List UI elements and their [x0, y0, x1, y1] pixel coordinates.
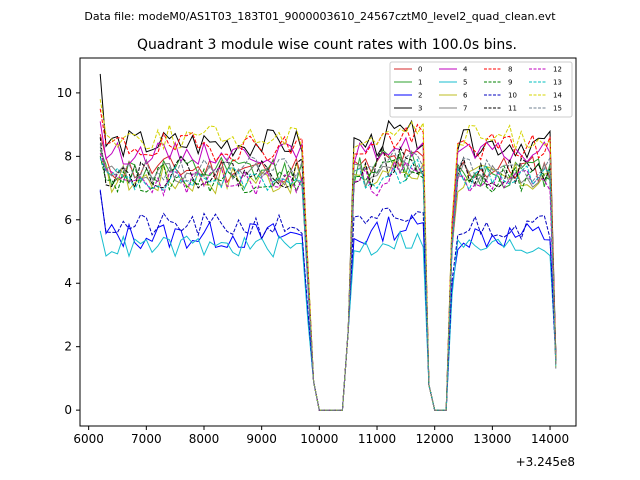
x-tick-label: 8000 — [189, 432, 220, 446]
legend-box — [389, 61, 573, 118]
series-layer — [99, 73, 557, 411]
y-tick-label: 10 — [57, 86, 72, 100]
y-axis: 0 2 4 6 8 10 — [57, 86, 80, 417]
x-tick-label: 14000 — [531, 432, 569, 446]
legend-label: 10 — [508, 92, 517, 100]
chart-title: Quadrant 3 module wise count rates with … — [137, 37, 517, 53]
legend-label: 3 — [418, 105, 422, 113]
x-offset-label: +3.245e8 — [516, 455, 575, 469]
legend-label: 4 — [463, 66, 468, 74]
legend-label: 5 — [463, 79, 467, 87]
x-tick-label: 12000 — [416, 432, 454, 446]
y-tick-label: 6 — [64, 213, 72, 227]
chart-suptitle: Data file: modeM0/AS1T03_183T01_90000036… — [84, 10, 556, 23]
x-tick-label: 6000 — [73, 432, 104, 446]
series-line-9 — [99, 156, 557, 411]
x-axis: 6000 7000 8000 9000 10000 11000 12000 13000 1400… — [73, 426, 569, 446]
series-line-8 — [99, 108, 557, 411]
legend-label: 14 — [553, 92, 562, 100]
y-tick-label: 2 — [64, 340, 72, 354]
plot-frame — [79, 57, 577, 427]
legend-label: 13 — [553, 79, 562, 87]
legend-label: 11 — [508, 105, 517, 113]
legend-label: 8 — [508, 66, 512, 74]
y-tick-label: 8 — [64, 149, 72, 163]
legend-label: 12 — [553, 66, 562, 74]
series-line-15 — [99, 143, 557, 411]
legend-label: 0 — [418, 66, 422, 74]
x-tick-label: 10000 — [300, 432, 338, 446]
x-tick-label: 7000 — [131, 432, 162, 446]
legend-label: 1 — [418, 79, 422, 87]
legend-label: 9 — [508, 79, 512, 87]
legend-label: 7 — [463, 105, 467, 113]
x-tick-label: 13000 — [473, 432, 511, 446]
legend-label: 6 — [463, 92, 468, 100]
x-tick-label: 11000 — [358, 432, 396, 446]
plot-background — [80, 58, 576, 426]
y-tick-label: 4 — [64, 276, 72, 290]
legend-label: 15 — [553, 105, 562, 113]
legend-label: 2 — [418, 92, 422, 100]
x-tick-label: 9000 — [246, 432, 277, 446]
y-tick-label: 0 — [64, 403, 72, 417]
